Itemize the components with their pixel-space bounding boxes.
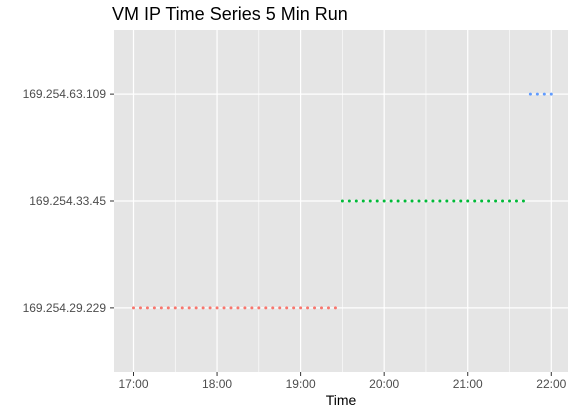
data-point — [285, 306, 289, 310]
x-tick-label: 20:00 — [369, 377, 399, 391]
x-tick-label: 18:00 — [202, 377, 232, 391]
data-point — [487, 199, 491, 203]
data-point — [166, 306, 170, 310]
data-point — [326, 306, 330, 310]
data-point — [410, 199, 414, 203]
data-point — [250, 306, 254, 310]
data-point — [159, 306, 163, 310]
data-point — [542, 92, 546, 96]
data-point — [236, 306, 240, 310]
data-point — [361, 199, 365, 203]
data-point — [257, 306, 261, 310]
data-point — [368, 199, 372, 203]
data-point — [187, 306, 191, 310]
data-point — [375, 199, 379, 203]
data-point — [347, 199, 351, 203]
data-point — [131, 306, 135, 310]
data-point — [333, 306, 337, 310]
data-points — [131, 92, 553, 310]
y-tick-label: 169.254.29.229 — [23, 301, 107, 315]
data-point — [138, 306, 142, 310]
data-point — [229, 306, 233, 310]
data-point — [473, 199, 477, 203]
y-tick-label: 169.254.33.45 — [29, 194, 106, 208]
data-point — [431, 199, 435, 203]
data-point — [466, 199, 470, 203]
x-axis: 17:00 18:00 19:00 20:00 21:00 22:00 — [118, 372, 567, 391]
data-point — [508, 199, 512, 203]
data-point — [521, 199, 525, 203]
data-point — [180, 306, 184, 310]
x-axis-title: Time — [326, 392, 357, 408]
data-point — [340, 199, 344, 203]
data-point — [194, 306, 198, 310]
data-point — [389, 199, 393, 203]
data-point — [445, 199, 449, 203]
data-point — [535, 92, 539, 96]
data-point — [494, 199, 498, 203]
data-point — [215, 306, 219, 310]
x-tick-label: 22:00 — [536, 377, 566, 391]
data-point — [417, 199, 421, 203]
chart-title: VM IP Time Series 5 Min Run — [112, 4, 348, 24]
data-point — [459, 199, 463, 203]
data-point — [438, 199, 442, 203]
data-point — [480, 199, 484, 203]
y-tick-label: 169.254.63.109 — [23, 87, 107, 101]
data-point — [299, 306, 303, 310]
x-tick-label: 17:00 — [118, 377, 148, 391]
data-point — [271, 306, 275, 310]
data-point — [549, 92, 553, 96]
data-point — [514, 199, 518, 203]
data-point — [452, 199, 456, 203]
data-point — [222, 306, 226, 310]
data-point — [528, 92, 532, 96]
data-point — [278, 306, 282, 310]
data-point — [201, 306, 205, 310]
data-point — [501, 199, 505, 203]
data-point — [396, 199, 400, 203]
data-point — [208, 306, 212, 310]
data-point — [354, 199, 358, 203]
data-point — [403, 199, 407, 203]
data-point — [173, 306, 177, 310]
data-point — [424, 199, 428, 203]
data-point — [145, 306, 149, 310]
y-axis: 169.254.29.229 169.254.33.45 169.254.63.10… — [23, 87, 114, 315]
data-point — [313, 306, 317, 310]
data-point — [382, 199, 386, 203]
x-tick-label: 19:00 — [286, 377, 316, 391]
data-point — [152, 306, 156, 310]
data-point — [292, 306, 296, 310]
data-point — [243, 306, 247, 310]
data-point — [320, 306, 324, 310]
x-tick-label: 21:00 — [453, 377, 483, 391]
data-point — [264, 306, 268, 310]
data-point — [306, 306, 310, 310]
